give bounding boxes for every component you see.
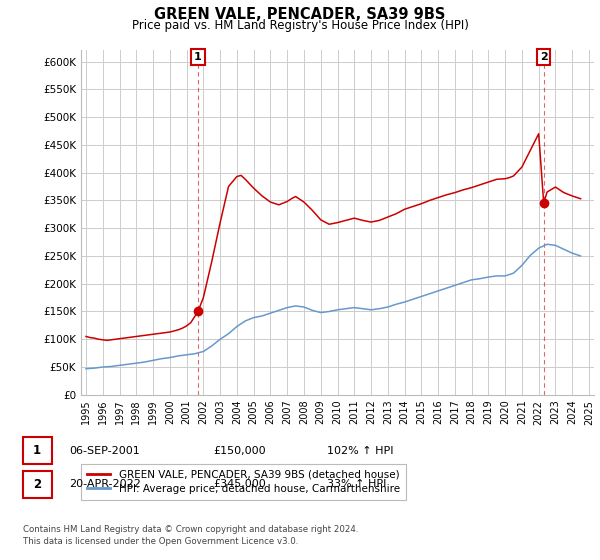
Text: 102% ↑ HPI: 102% ↑ HPI xyxy=(327,446,394,456)
Text: 2: 2 xyxy=(540,52,548,62)
Text: 06-SEP-2001: 06-SEP-2001 xyxy=(69,446,140,456)
Text: GREEN VALE, PENCADER, SA39 9BS: GREEN VALE, PENCADER, SA39 9BS xyxy=(154,7,446,22)
Text: £150,000: £150,000 xyxy=(213,446,266,456)
Text: 1: 1 xyxy=(33,444,41,458)
Text: Price paid vs. HM Land Registry's House Price Index (HPI): Price paid vs. HM Land Registry's House … xyxy=(131,19,469,32)
Legend: GREEN VALE, PENCADER, SA39 9BS (detached house), HPI: Average price, detached ho: GREEN VALE, PENCADER, SA39 9BS (detached… xyxy=(81,464,406,501)
Text: 2: 2 xyxy=(33,478,41,491)
Text: 20-APR-2022: 20-APR-2022 xyxy=(69,479,141,489)
Text: Contains HM Land Registry data © Crown copyright and database right 2024.
This d: Contains HM Land Registry data © Crown c… xyxy=(23,525,358,546)
Text: 33% ↑ HPI: 33% ↑ HPI xyxy=(327,479,386,489)
Text: £345,000: £345,000 xyxy=(213,479,266,489)
Text: 1: 1 xyxy=(194,52,202,62)
